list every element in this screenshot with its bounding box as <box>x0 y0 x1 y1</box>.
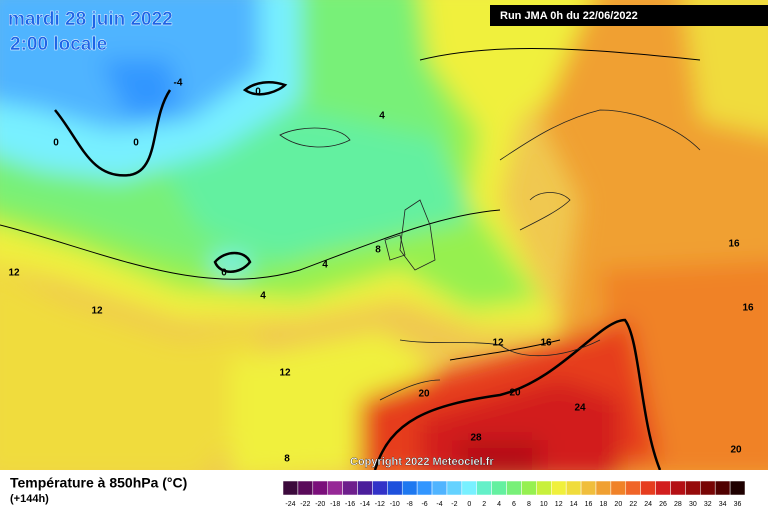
scale-swatch <box>625 480 641 496</box>
scale-swatch <box>580 480 597 496</box>
scale-swatch <box>342 480 358 496</box>
contour-label: 12 <box>279 368 291 379</box>
scale-swatch <box>685 480 701 496</box>
scale-swatch <box>640 480 656 496</box>
contour-label: 8 <box>284 454 290 465</box>
contour-label: 4 <box>322 260 328 271</box>
scale-label: -24 <box>285 501 295 508</box>
scale-label: 2 <box>482 501 486 508</box>
scale-label: 18 <box>600 501 608 508</box>
scale-swatch <box>387 480 403 496</box>
contour-label: 16 <box>728 239 740 250</box>
scale-swatch <box>461 480 477 496</box>
scale-swatch <box>655 480 671 496</box>
scale-label: 10 <box>540 501 548 508</box>
scale-label: -16 <box>345 501 355 508</box>
scale-label: -4 <box>436 501 442 508</box>
map <box>0 0 768 470</box>
contour-label: 4 <box>260 291 266 302</box>
scale-swatch <box>327 480 343 496</box>
contour-label: 12 <box>8 268 20 279</box>
contour-label: -4 <box>174 78 183 89</box>
scale-label: -12 <box>375 501 385 508</box>
scale-label: -18 <box>330 501 340 508</box>
scale-label: 34 <box>719 501 727 508</box>
scale-swatch <box>700 480 716 496</box>
scale-swatch <box>476 480 492 496</box>
scale-label: 14 <box>570 501 578 508</box>
contour-label: 16 <box>742 303 754 314</box>
scale-label: 24 <box>644 501 652 508</box>
scale-label: 12 <box>555 501 563 508</box>
scale-label: -10 <box>390 501 400 508</box>
scale-label: -22 <box>300 501 310 508</box>
scale-label: 6 <box>512 501 516 508</box>
scale-label: 4 <box>497 501 501 508</box>
scale-swatch <box>521 480 537 496</box>
coastlines <box>279 109 701 401</box>
scale-label: 30 <box>689 501 697 508</box>
footer-title: Température à 850hPa (°C) <box>10 475 187 491</box>
contour-label: 12 <box>91 306 103 317</box>
scale-swatch <box>401 480 418 496</box>
copyright: Copyright 2022 Meteociel.fr <box>350 456 494 468</box>
scale-swatch <box>506 480 522 496</box>
contour-label: 0 <box>133 138 139 149</box>
contour-label: 12 <box>492 338 504 349</box>
contour-label: 24 <box>574 403 586 414</box>
map-date: mardi 28 juin 2022 <box>8 9 173 30</box>
scale-swatch <box>312 480 328 496</box>
scale-swatch <box>551 480 567 496</box>
scale-swatch <box>536 480 552 496</box>
contour-label: 0 <box>53 138 59 149</box>
scale-swatch <box>729 480 746 496</box>
scale-swatch <box>491 480 507 496</box>
scale-swatch <box>416 480 433 496</box>
contour-label: 20 <box>418 389 430 400</box>
contour-label: 0 <box>255 87 261 98</box>
scale-label: -8 <box>407 501 413 508</box>
scale-label: 8 <box>527 501 531 508</box>
contour-label: 20 <box>509 388 521 399</box>
scale-swatch <box>431 480 448 496</box>
scale-swatch <box>357 480 373 496</box>
footer-lead: (+144h) <box>10 493 49 505</box>
contour-label: 20 <box>730 445 742 456</box>
scale-swatch <box>714 480 731 496</box>
scale-swatch <box>372 480 388 496</box>
scale-label: -2 <box>451 501 457 508</box>
run-label: Run JMA 0h du 22/06/2022 <box>500 10 638 22</box>
contour-label: 16 <box>540 338 552 349</box>
scale-label: 28 <box>674 501 682 508</box>
scale-label: 26 <box>659 501 667 508</box>
contour-label: 8 <box>375 245 381 256</box>
contour-label: 28 <box>470 433 482 444</box>
scale-swatch <box>670 480 686 496</box>
scale-swatch <box>565 480 582 496</box>
map-time: 2:00 locale <box>10 34 107 55</box>
scale-label: 16 <box>585 501 593 508</box>
scale-label: 32 <box>704 501 712 508</box>
contours <box>0 47 701 470</box>
contour-label: 0 <box>221 268 227 279</box>
scale-label: 22 <box>629 501 637 508</box>
scale-label: 0 <box>467 501 471 508</box>
scale-label: -6 <box>421 501 427 508</box>
scale-swatch <box>610 480 627 496</box>
scale-swatch <box>446 480 463 496</box>
contour-label: 4 <box>379 111 385 122</box>
scale-swatch <box>595 480 612 496</box>
scale-swatch <box>297 480 314 496</box>
scale-swatch <box>282 480 299 496</box>
scale-label: -14 <box>360 501 370 508</box>
scale-label: -20 <box>315 501 325 508</box>
run-box <box>490 5 768 26</box>
scale-label: 36 <box>734 501 742 508</box>
scale-label: 20 <box>614 501 622 508</box>
